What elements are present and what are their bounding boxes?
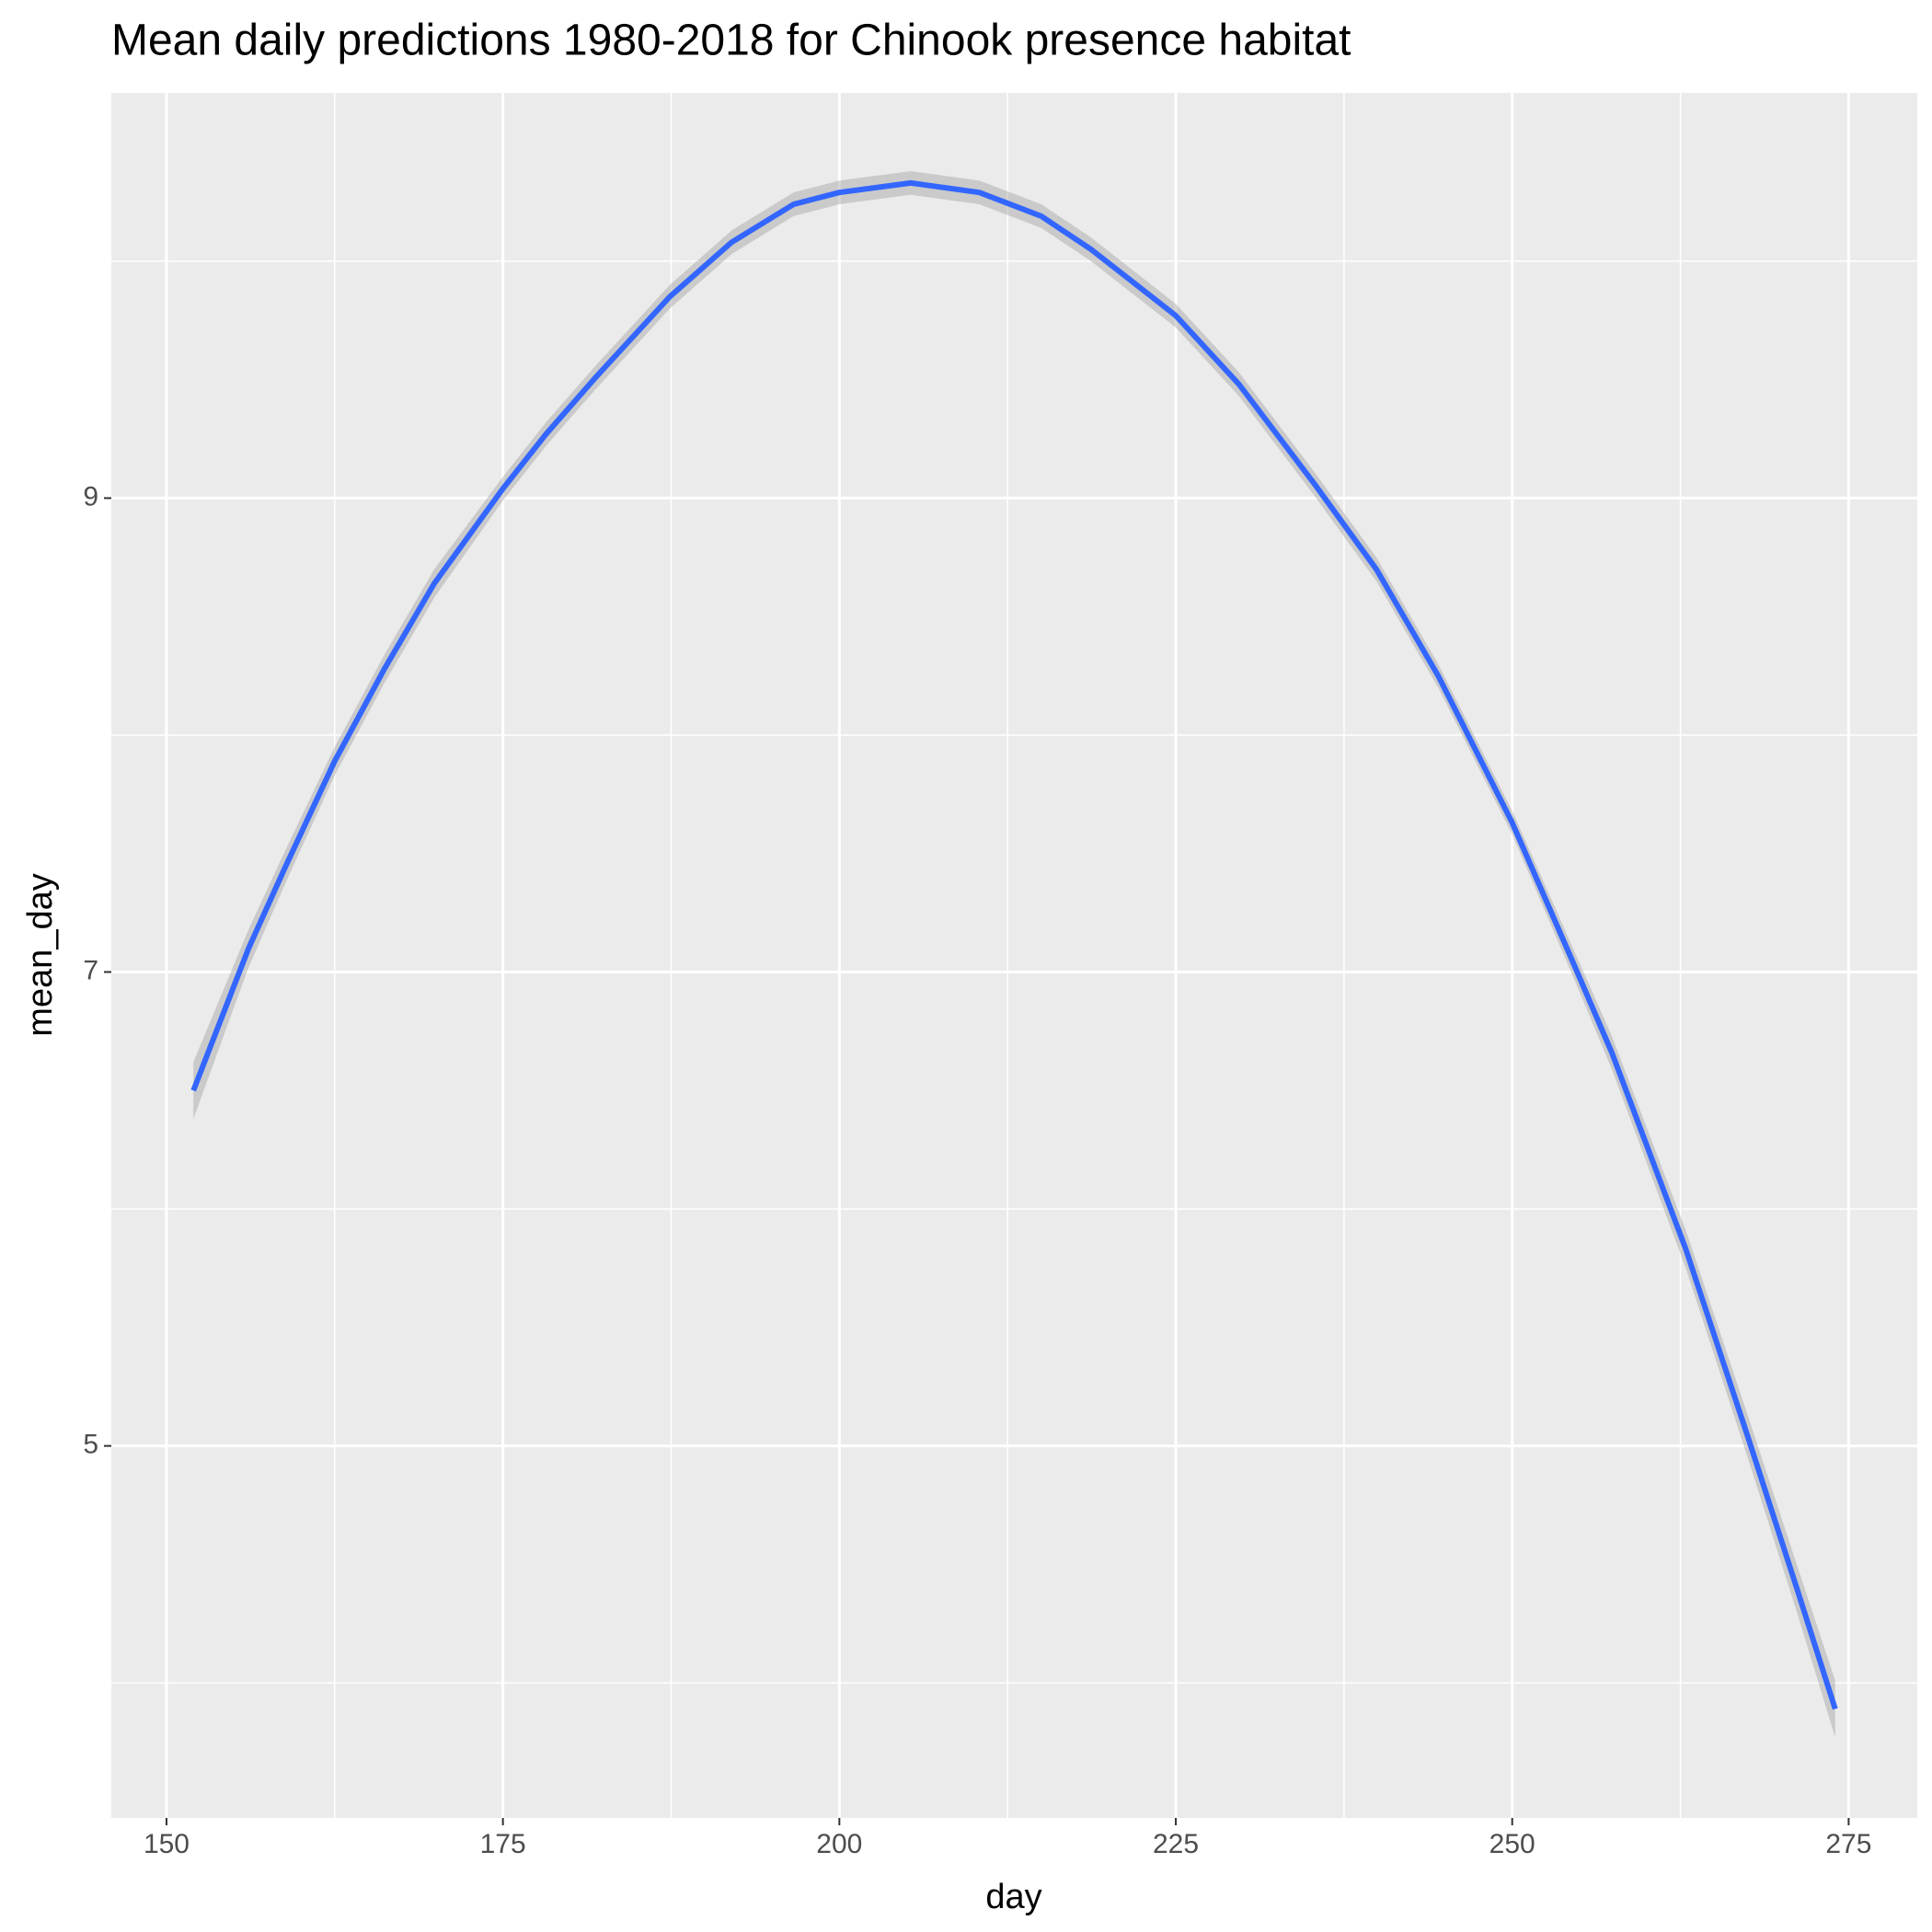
x-tick-label: 175 xyxy=(480,1829,526,1859)
x-axis-title: day xyxy=(985,1878,1041,1916)
panel xyxy=(111,93,1917,1818)
y-tick-label: 9 xyxy=(83,481,98,512)
x-tick-label: 225 xyxy=(1153,1829,1199,1859)
x-tick-label: 200 xyxy=(816,1829,862,1859)
x-tick-label: 250 xyxy=(1489,1829,1535,1859)
y-tick-label: 5 xyxy=(83,1430,98,1460)
x-tick-label: 275 xyxy=(1825,1829,1871,1859)
y-tick-label: 7 xyxy=(83,955,98,985)
line xyxy=(190,179,1838,1710)
chart-title: Mean daily predictions 1980-2018 for Chi… xyxy=(111,17,1351,65)
y-axis-title: mean_day xyxy=(21,873,60,1036)
x-tick-label: 150 xyxy=(144,1829,190,1859)
